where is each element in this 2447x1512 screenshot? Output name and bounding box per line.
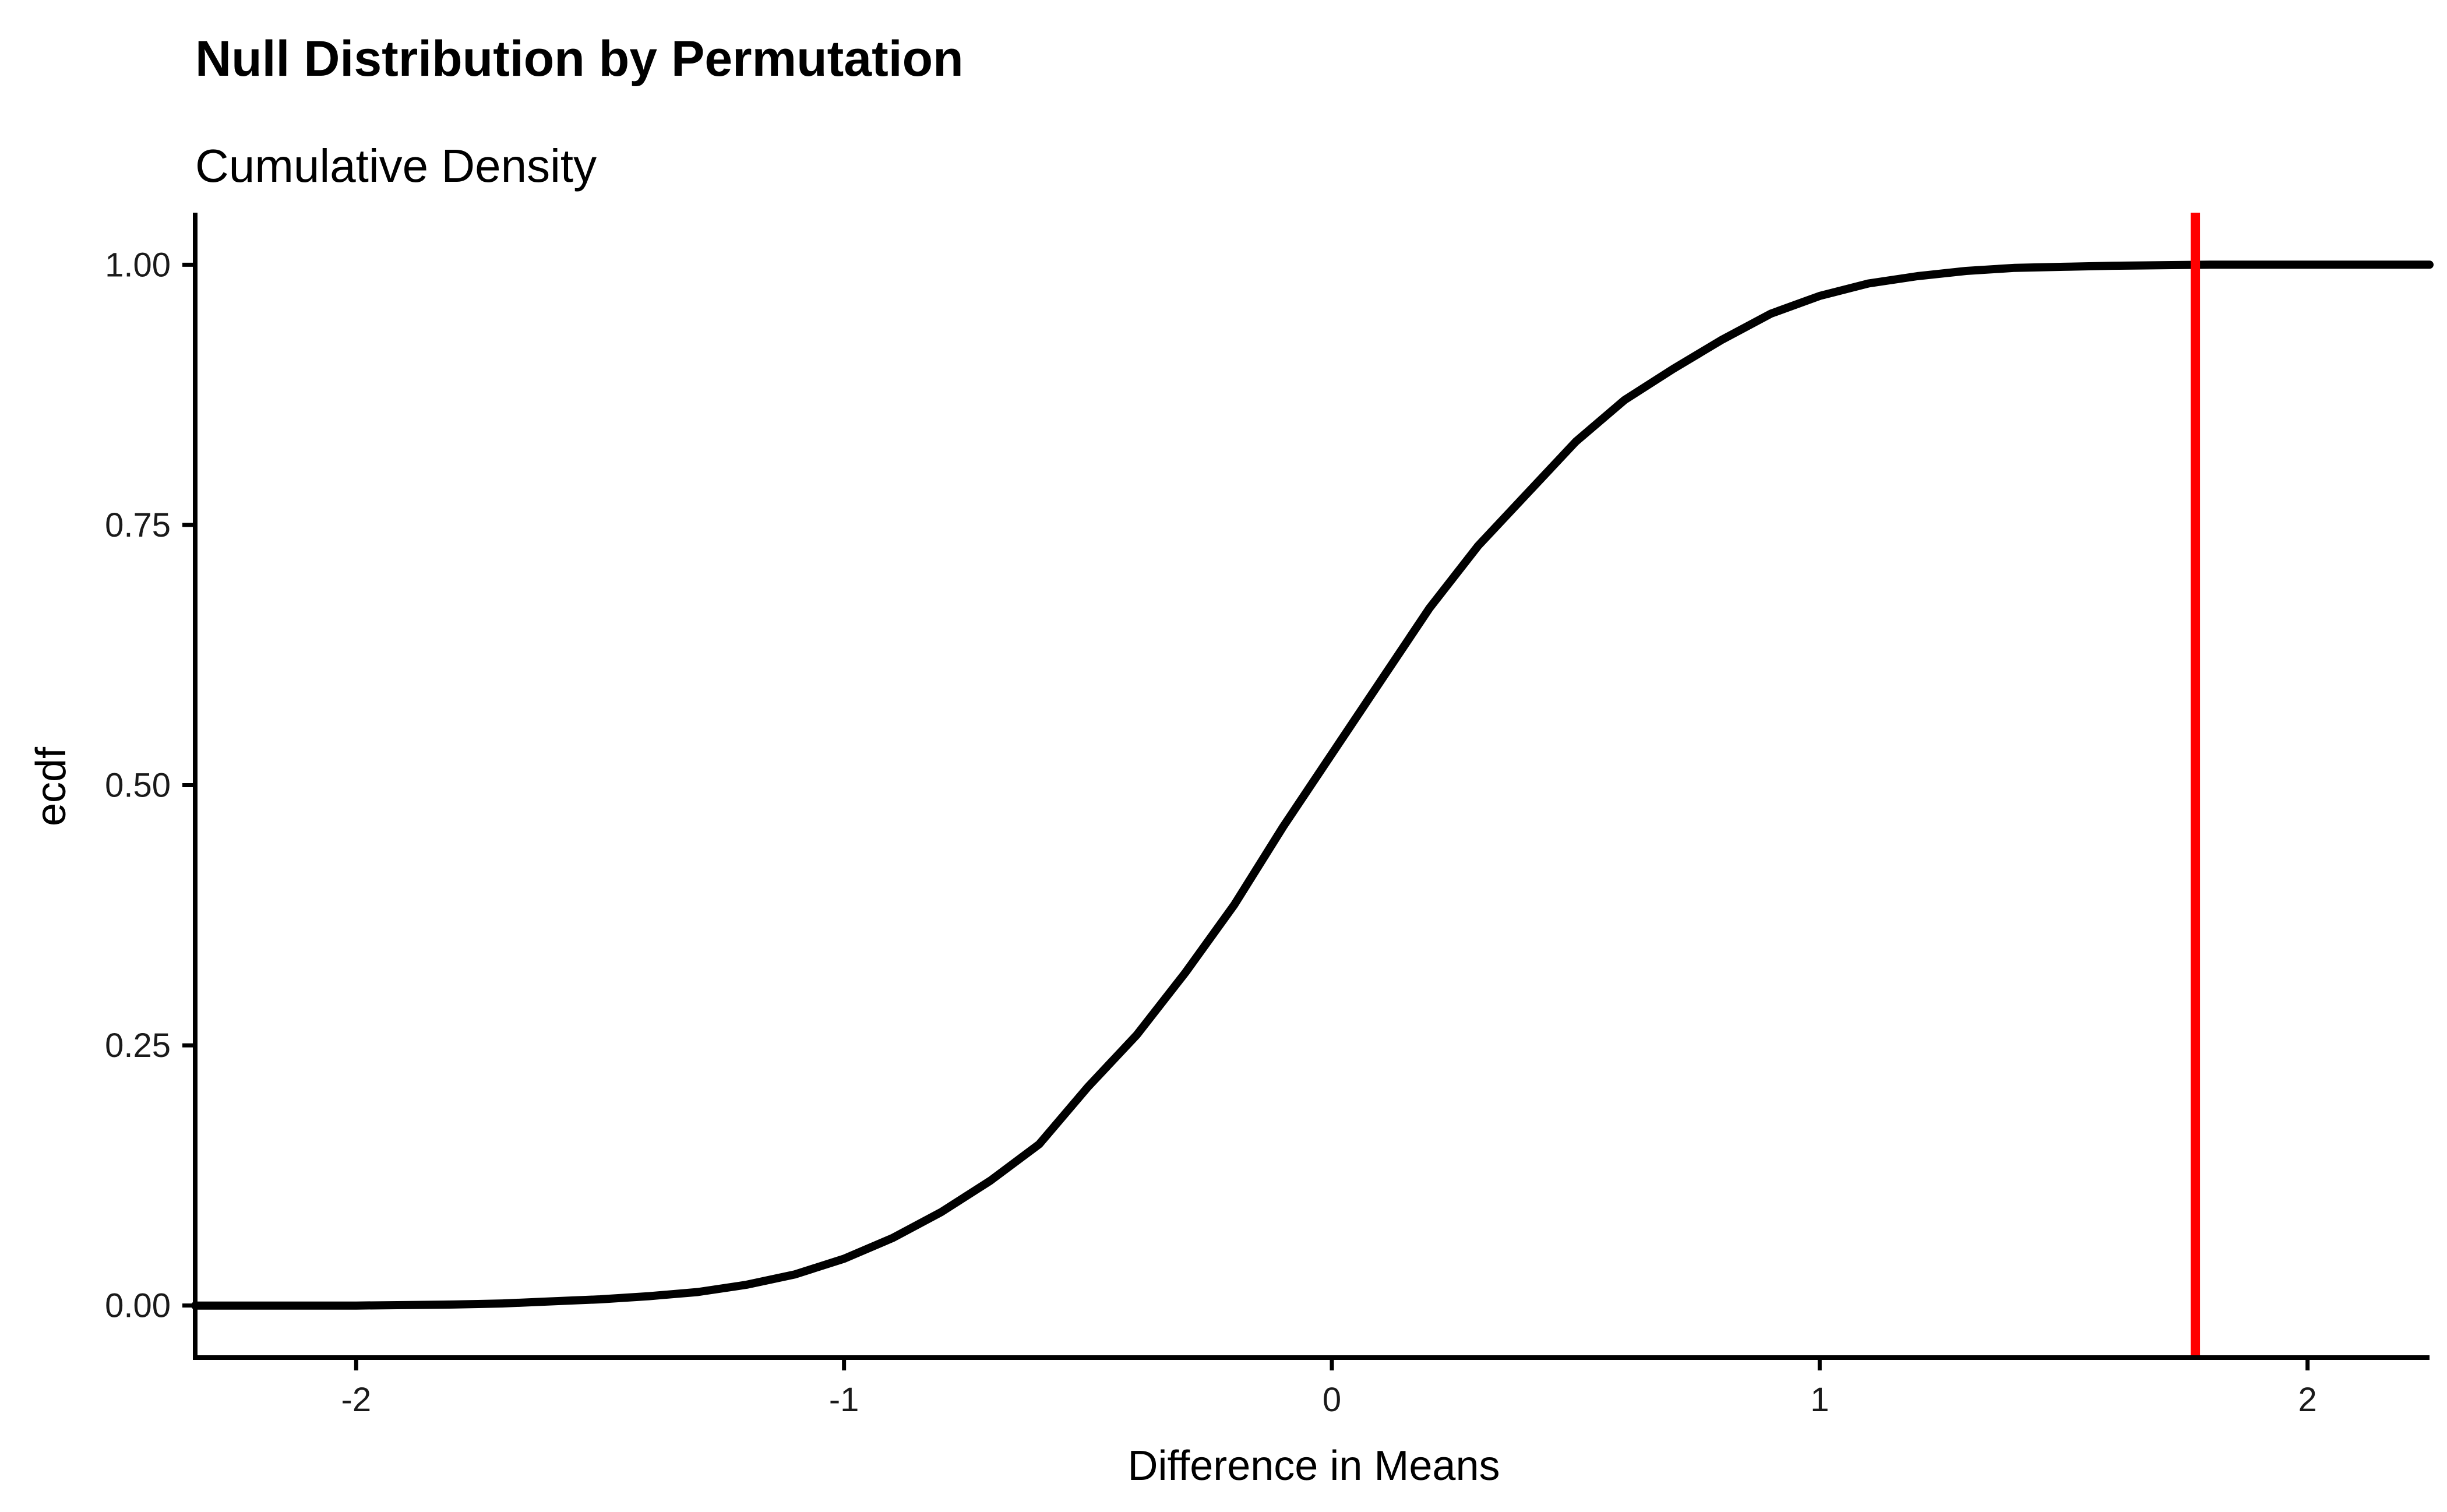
chart-title: Null Distribution by Permutation xyxy=(195,31,964,87)
x-tick-label: 0 xyxy=(1323,1381,1341,1419)
y-tick-label: 0.75 xyxy=(105,506,171,544)
plot-area xyxy=(191,213,2434,1358)
x-tick-label: -1 xyxy=(829,1381,859,1419)
x-axis-ticks: -2 -1 0 1 2 xyxy=(341,1358,2317,1419)
y-tick-label: 0.25 xyxy=(105,1027,171,1065)
y-axis-label: ecdf xyxy=(28,746,75,826)
x-tick-label: 2 xyxy=(2298,1381,2317,1419)
ecdf-series-line xyxy=(191,260,2434,1310)
x-axis-label: Difference in Means xyxy=(1128,1443,1500,1489)
x-tick-label: -2 xyxy=(341,1381,372,1419)
y-axis-ticks: 0.00 0.25 0.50 0.75 1.00 xyxy=(105,246,195,1325)
x-tick-label: 1 xyxy=(1810,1381,1829,1419)
series-layer xyxy=(191,260,2434,1310)
y-tick-label: 1.00 xyxy=(105,246,171,284)
y-tick-label: 0.00 xyxy=(105,1287,171,1325)
y-tick-label: 0.50 xyxy=(105,767,171,805)
chart-subtitle: Cumulative Density xyxy=(195,140,597,192)
